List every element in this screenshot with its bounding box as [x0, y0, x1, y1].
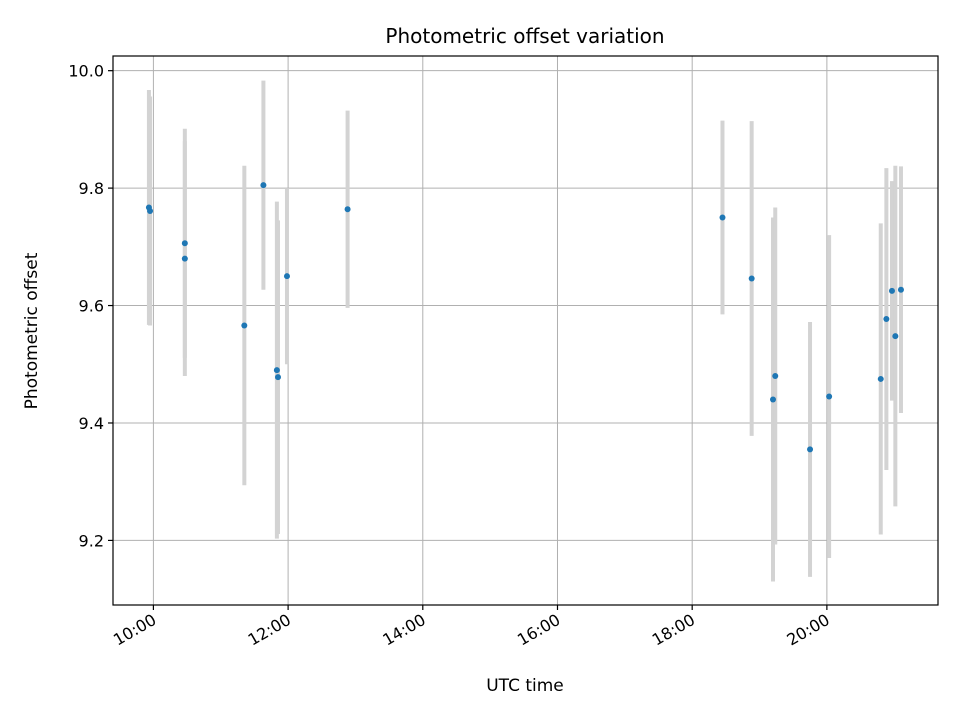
data-point — [147, 208, 154, 215]
data-point — [181, 255, 188, 262]
x-axis-label: UTC time — [486, 676, 564, 696]
y-axis-label: Photometric offset — [22, 252, 42, 409]
data-point — [892, 333, 899, 340]
y-tick-label: 9.6 — [79, 297, 104, 316]
data-point — [772, 373, 779, 380]
data-point — [719, 214, 726, 221]
y-tick-label: 9.8 — [79, 179, 104, 198]
y-tick-label: 9.4 — [79, 414, 104, 433]
y-tick-label: 10.0 — [68, 62, 104, 81]
chart-title: Photometric offset variation — [385, 24, 664, 48]
data-point — [807, 446, 814, 453]
data-point — [260, 182, 267, 189]
grid — [113, 56, 938, 605]
y-tick-label: 9.2 — [79, 531, 104, 550]
data-point — [283, 273, 290, 280]
data-point — [888, 287, 895, 294]
data-points — [145, 182, 904, 453]
data-point — [877, 375, 884, 382]
data-point — [275, 374, 281, 381]
data-point — [344, 206, 351, 213]
plot-frame — [112, 55, 939, 606]
data-point — [770, 396, 776, 403]
data-point — [181, 240, 188, 247]
data-point — [826, 393, 833, 400]
data-point — [748, 275, 755, 282]
data-point — [273, 367, 280, 374]
data-point — [241, 322, 248, 329]
data-point — [883, 316, 890, 323]
data-point — [897, 286, 904, 293]
